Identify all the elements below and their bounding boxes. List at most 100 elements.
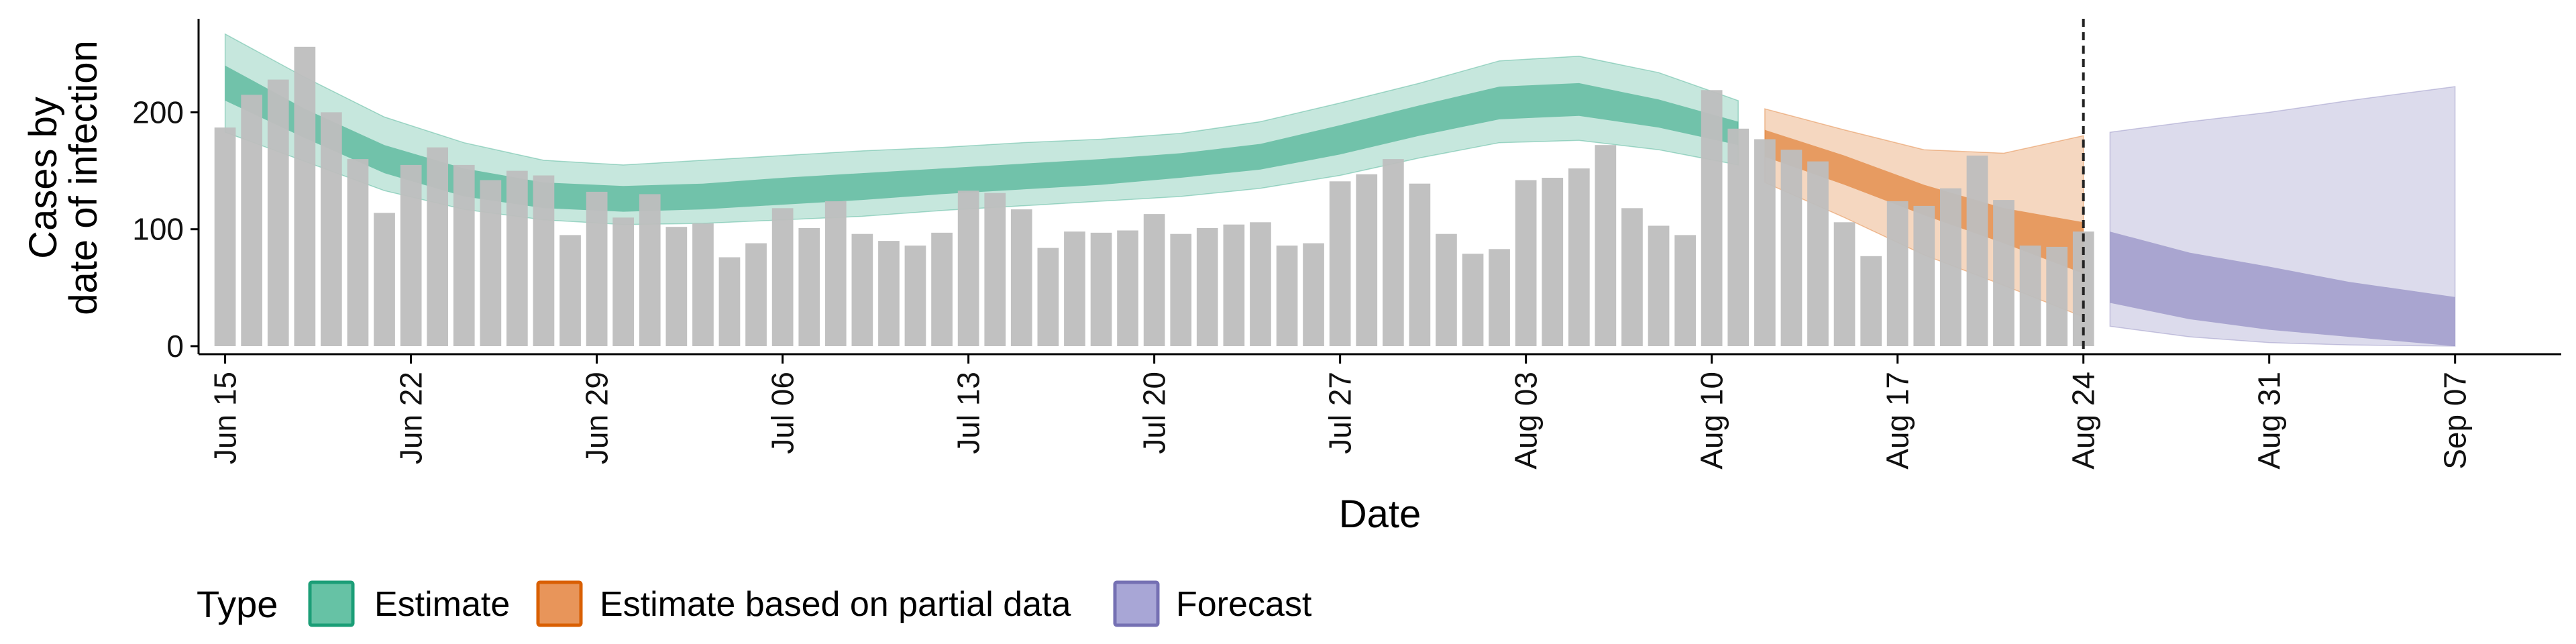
bar [1409,183,1431,346]
bar [453,164,475,346]
x-tick-label: Jul 13 [951,372,986,454]
legend-swatch-estimate [308,580,355,627]
bar [878,241,900,346]
bar [1250,222,1271,346]
bar [1701,90,1723,347]
x-tick-label: Aug 24 [2066,372,2101,470]
bar [639,194,661,346]
bar [427,147,448,346]
bar [2019,246,2041,346]
legend: Type Estimate Estimate based on partial … [197,580,1312,627]
y-axis-title-line-1: Cases by [21,97,65,259]
bar [1940,188,1962,346]
x-tick-label: Jun 22 [394,372,429,464]
bar [1196,228,1218,346]
bar [586,191,608,346]
reported-case-bars [214,46,2094,347]
bar [771,208,794,346]
bar [1807,161,1829,346]
x-tick-label: Aug 10 [1695,372,1729,470]
bar [1462,254,1484,346]
x-tick-label: Jun 29 [580,372,614,464]
bar [1276,246,1298,346]
bar [1780,150,1803,346]
bar [1833,222,1856,346]
x-ticks: Jun 15 Jun 22 Jun 29 Jul 06 Jul 13 Jul 20 Jul … [208,354,2473,470]
x-tick-label: Jul 06 [765,372,800,454]
y-ticks: 0 100 200 [132,95,199,364]
bar [506,170,528,346]
x-tick-label: Sep 07 [2438,372,2473,470]
bar [1542,178,1564,346]
x-tick-label: Jul 20 [1137,372,1172,454]
bar [1966,155,1988,346]
bar [1223,224,1245,346]
bar [1886,201,1909,346]
bar [798,228,820,346]
bar [321,112,342,346]
bar [1170,233,1192,346]
band-outer-estimate [224,33,1739,225]
x-tick-label: Aug 17 [1880,372,1915,470]
bar [1303,243,1324,346]
bar [1993,200,2015,346]
legend-swatch-forecast [1113,580,1160,627]
bar [1621,208,1643,346]
bar [1117,230,1138,346]
bar [1383,159,1404,346]
bar [904,246,926,346]
bar [480,180,502,346]
bar [1010,209,1032,346]
bar [612,217,634,346]
x-axis-title: Date [1339,492,1421,536]
bar [1674,235,1696,346]
bar [1356,174,1378,346]
bar [1143,214,1165,346]
bar [533,175,555,346]
legend-swatch-partial [536,580,583,627]
bar [957,191,979,346]
bar [1727,128,1750,347]
y-tick-label: 100 [132,212,184,247]
axes [197,19,2561,356]
bar [692,223,714,346]
bar [1064,231,1085,346]
y-tick-label: 200 [132,95,184,129]
x-tick-label: Jun 15 [208,372,243,464]
y-axis-title-line-2: date of infection [62,40,105,315]
bar [931,232,953,346]
bar [984,193,1006,346]
bar [267,79,289,346]
bar [347,159,369,346]
bar [559,235,581,346]
legend-label-forecast: Forecast [1176,585,1312,624]
bar [718,257,741,346]
bar [241,95,262,347]
bar [1568,168,1590,346]
bar [1754,139,1776,346]
legend-label-partial: Estimate based on partial data [600,585,1071,624]
legend-label-estimate: Estimate [374,585,510,624]
uncertainty-bands [224,33,2456,347]
band-inner-estimate [225,65,1739,212]
bar [851,233,873,346]
bar [665,227,688,346]
bar [1037,248,1059,346]
bar [1090,232,1112,346]
x-tick-label: Jul 27 [1323,372,1358,454]
bar [400,164,422,346]
band-inner-forecast [2110,231,2455,346]
bar [374,213,395,346]
bar [1648,225,1670,346]
bar [214,127,236,346]
x-tick-label: Aug 03 [1509,372,1544,470]
y-tick-label: 0 [166,329,184,364]
bar [1860,256,1882,346]
bar [2046,246,2068,346]
bar [1329,181,1351,346]
bar [1489,249,1510,346]
bar [1515,180,1537,346]
bar [1595,145,1617,346]
bar [1913,205,1935,346]
